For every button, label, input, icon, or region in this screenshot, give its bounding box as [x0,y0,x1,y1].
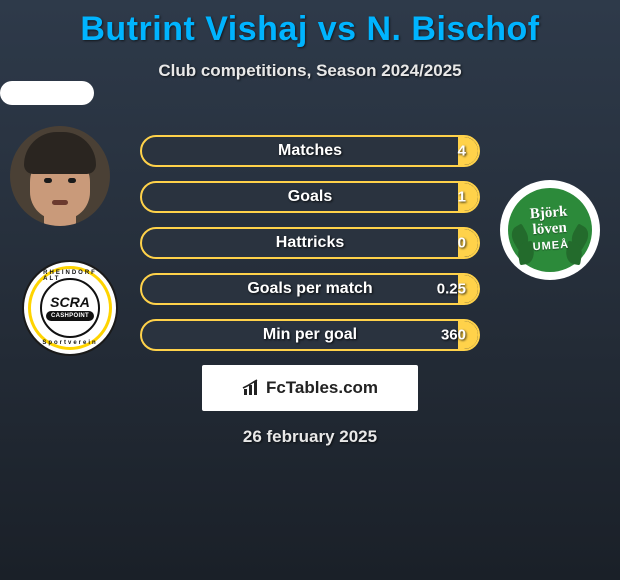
stat-value-right: 360 [441,327,466,344]
stat-value-right: 0.25 [437,281,466,298]
club-left-main: SCRA [50,295,90,309]
stat-row-matches: Matches 4 [140,135,480,167]
stat-row-hattricks: Hattricks 0 [140,227,480,259]
brand-box[interactable]: FcTables.com [202,365,418,411]
stat-label: Min per goal [263,326,357,344]
club-right-line3: UMEÅ [533,239,570,254]
player-photo-left [10,126,110,226]
stat-value-right: 4 [458,143,466,160]
chart-icon [242,379,262,397]
club-right-line2: löven [532,220,567,238]
subtitle: Club competitions, Season 2024/2025 [0,61,620,81]
club-left-arc-bot: Sportverein [42,340,97,346]
club-badge-right: Björk löven UMEÅ [500,180,600,280]
stat-label: Matches [278,142,342,160]
page-title: Butrint Vishaj vs N. Bischof [0,0,620,49]
stat-row-min-per-goal: Min per goal 360 [140,319,480,351]
player-photo-right [0,81,94,105]
stat-label: Goals [288,188,332,206]
stat-label: Goals per match [247,280,372,298]
stat-value-right: 0 [458,235,466,252]
stat-row-goals-per-match: Goals per match 0.25 [140,273,480,305]
club-badge-left: RHEINDORF ALT SCRA CASHPOINT Sportverein [22,260,118,356]
stat-label: Hattricks [276,234,344,252]
brand-label: FcTables.com [266,378,378,398]
date-label: 26 february 2025 [0,427,620,447]
stat-row-goals: Goals 1 [140,181,480,213]
stats-container: Matches 4 Goals 1 Hattricks 0 Goals per … [140,135,480,351]
club-left-sub: CASHPOINT [46,311,94,321]
stat-value-right: 1 [458,189,466,206]
